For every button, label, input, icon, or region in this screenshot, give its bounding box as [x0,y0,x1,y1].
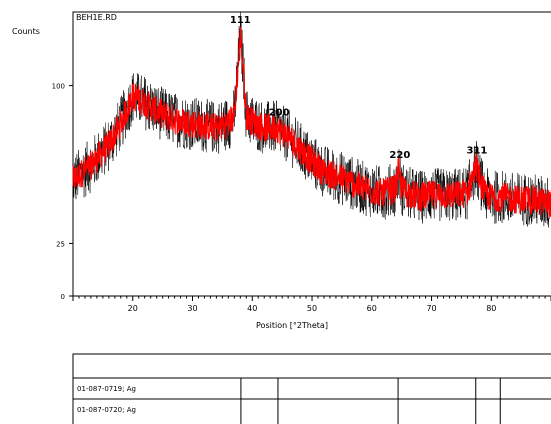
x-tick-label: 60 [367,304,377,313]
peak-label: 111 [230,15,251,26]
y-axis-label: Counts [12,27,40,36]
x-tick-label: 50 [307,304,317,313]
peak-labels: 111 200 220 311 [230,15,488,161]
peak-label: 311 [467,146,488,157]
series-line [72,26,551,218]
y-tick-label: 100 [52,83,65,91]
peak-label: 200 [269,108,290,119]
x-tick-label: 30 [187,304,197,313]
x-tick-label: 20 [128,304,138,313]
x-tick-label: 40 [247,304,257,313]
reference-row-label: 01-087-0720; Ag [77,406,136,414]
series-layer [72,11,551,228]
y-tick-label: 0 [61,293,65,301]
y-ticks: 0 25 100 [52,83,73,301]
peak-label: 220 [389,150,410,161]
x-tick-label: 80 [486,304,496,313]
reference-table: 01-087-0719; Ag 01-087-0720; Ag [72,353,551,424]
x-tick-label: 70 [426,304,436,313]
reference-row-label: 01-087-0719; Ag [77,385,136,393]
x-ticks: 20 30 40 50 60 70 80 [72,296,551,313]
x-axis-label: Position [°2Theta] [256,321,328,330]
reference-lines [240,378,501,424]
sample-label: BEH1E.RD [76,13,117,22]
reference-table-frame [72,353,551,424]
y-tick-label: 25 [56,240,65,248]
series-noise-line [72,11,551,228]
